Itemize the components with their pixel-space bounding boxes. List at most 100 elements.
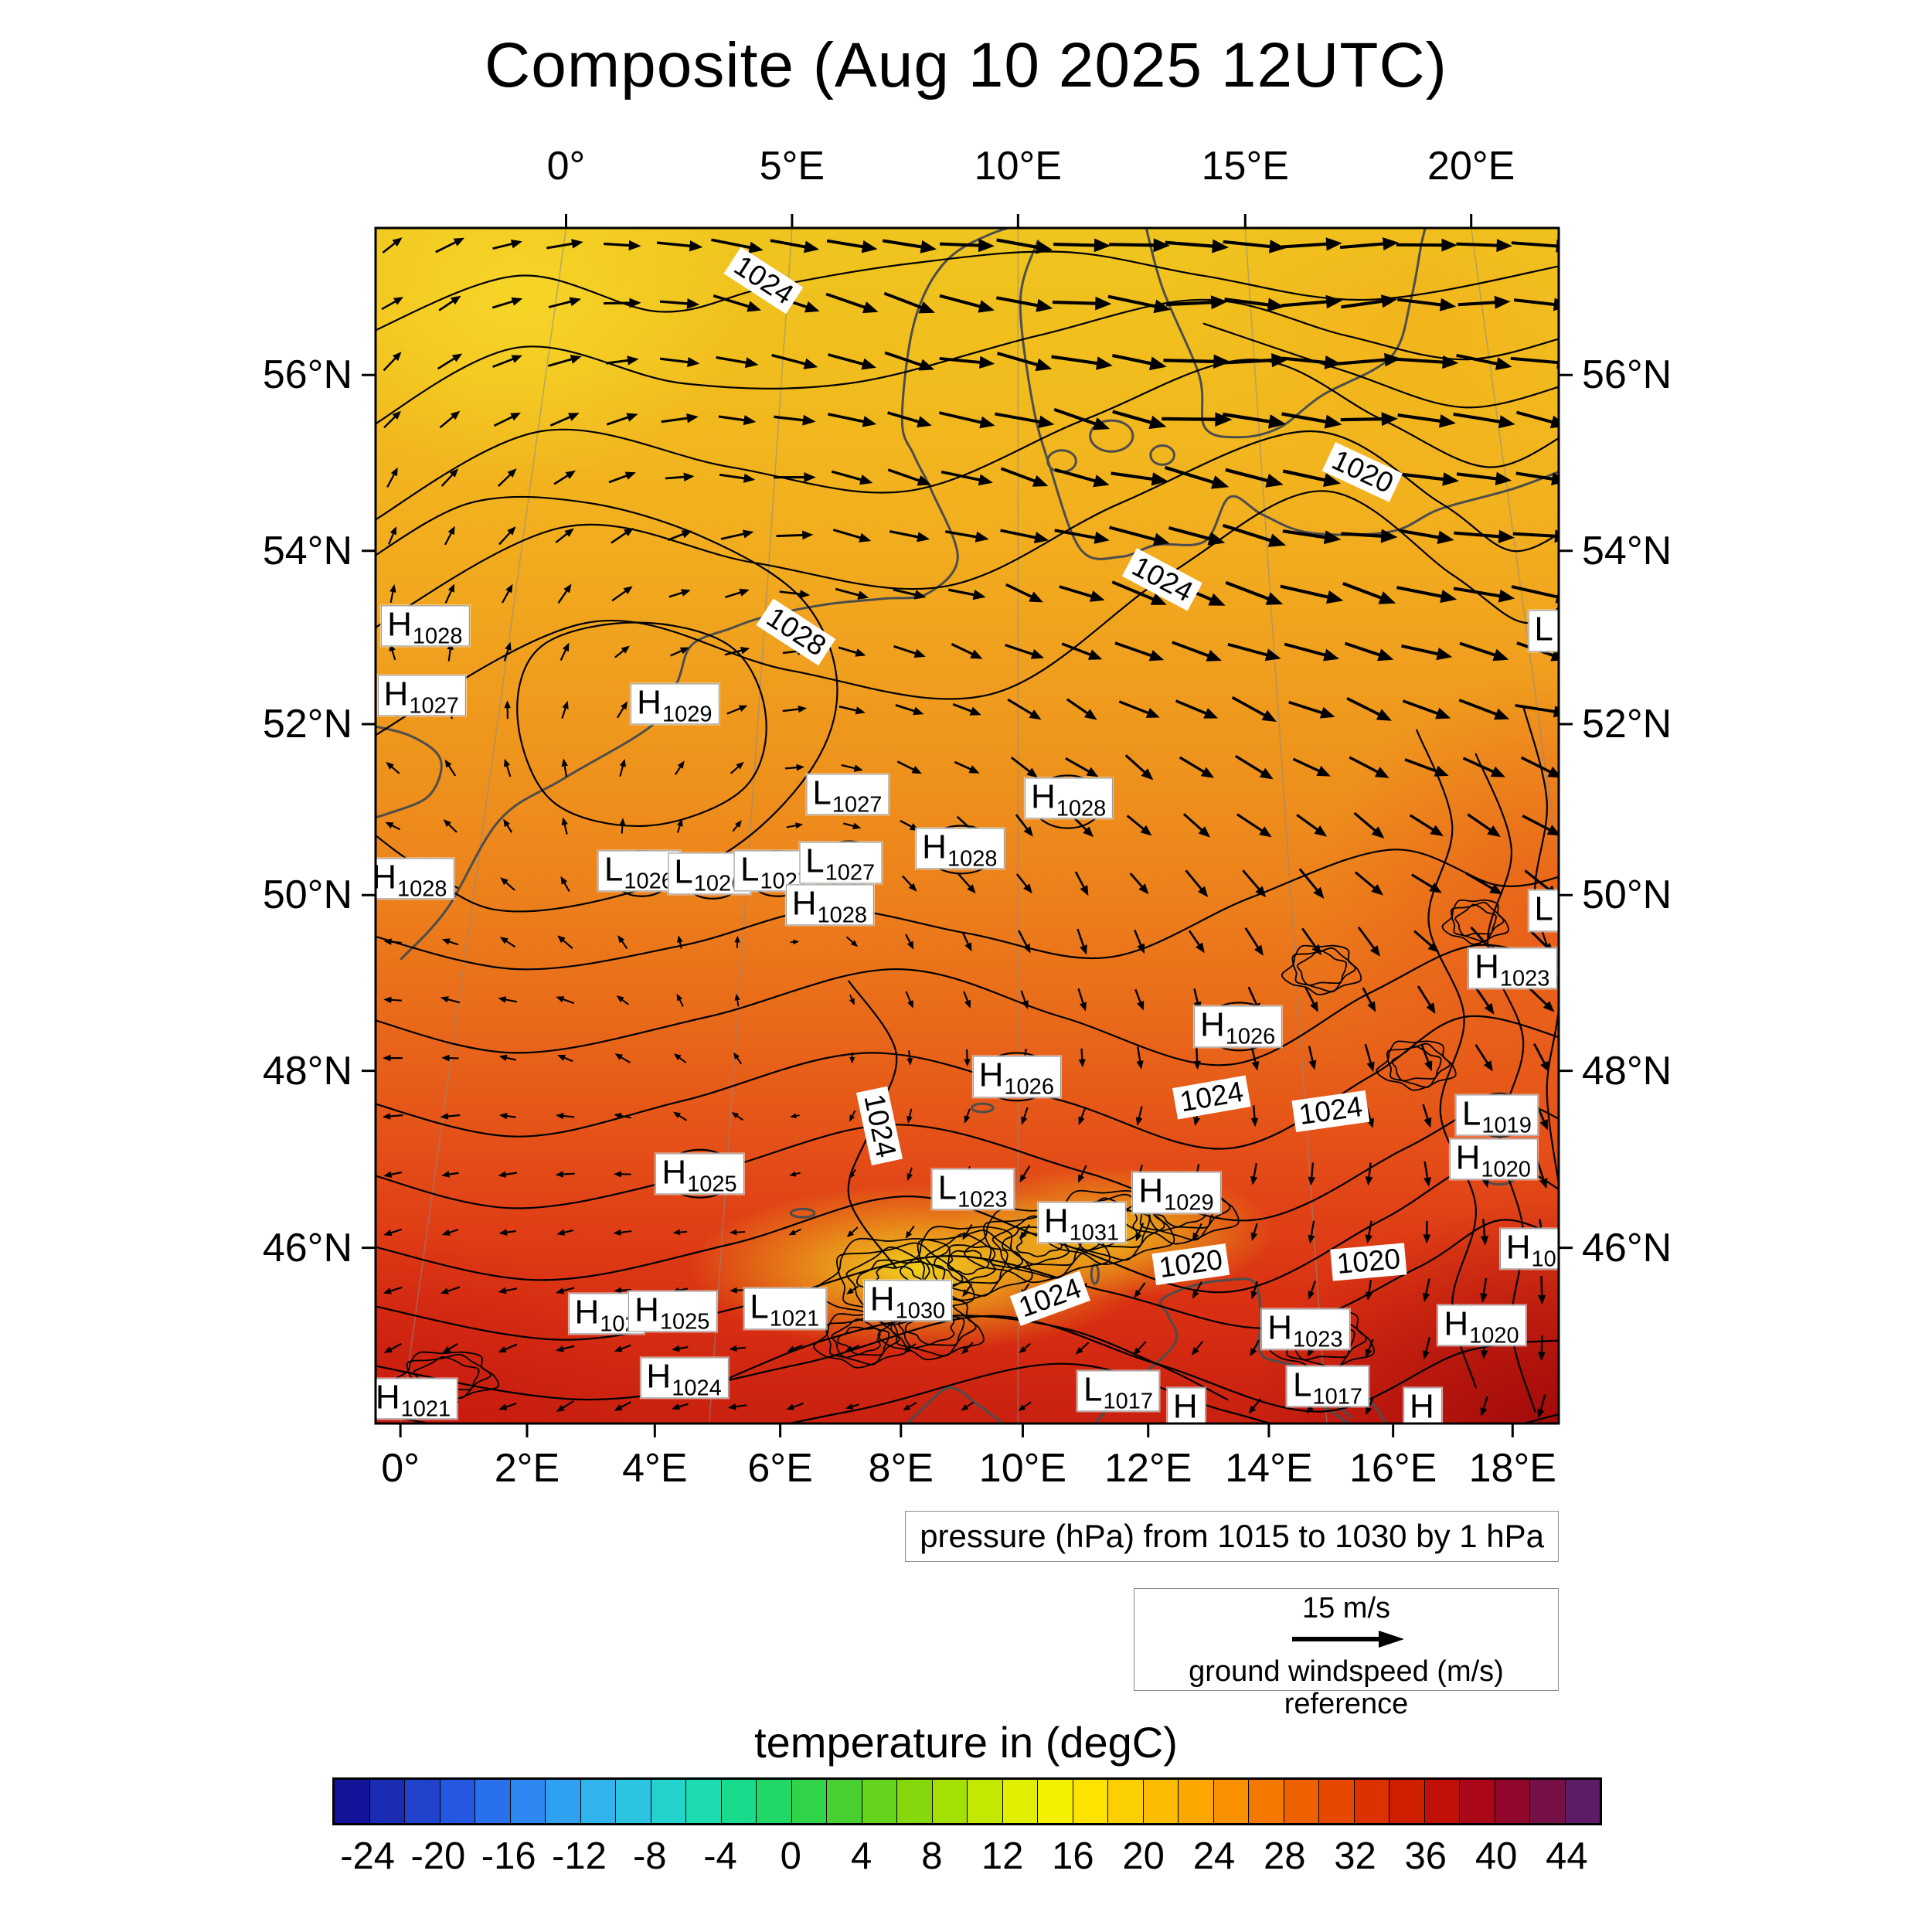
colorbar-tick-label: -16 [481, 1835, 536, 1877]
pressure-center-high: H1029 [631, 683, 719, 726]
pressure-center-high: H1030 [863, 1280, 953, 1322]
isobar-value-label: 1024 [1291, 1090, 1370, 1133]
pressure-center-high: H1025 [655, 1153, 744, 1196]
top-lon-tick-label: 15°E [1201, 144, 1289, 189]
colorbar-tick-label: -12 [552, 1835, 607, 1877]
colorbar-segment [1143, 1780, 1179, 1823]
colorbar-segment [721, 1780, 757, 1823]
right-lat-tick-label: 46°N [1582, 1225, 1672, 1270]
bottom-lon-tick-label: 6°E [747, 1446, 813, 1491]
colorbar-tick-label: 44 [1546, 1835, 1588, 1877]
pressure-center-high: H1026 [1193, 1005, 1283, 1049]
colorbar-segment [862, 1780, 897, 1823]
pressure-center-low: L1023 [931, 1168, 1015, 1211]
colorbar-segment [932, 1780, 968, 1823]
pressure-center-high: H1027 [377, 675, 466, 718]
colorbar-segment [440, 1780, 475, 1823]
right-lat-tick-label: 54°N [1582, 528, 1672, 573]
pressure-center-low: L1021 [743, 1287, 827, 1331]
colorbar-segment [1389, 1780, 1425, 1823]
pressure-center-low: L1027 [806, 774, 889, 817]
colorbar-segment [1424, 1780, 1460, 1823]
bottom-lon-tick-label: 0° [381, 1446, 420, 1491]
pressure-note: pressure (hPa) from 1015 to 1030 by 1 hP… [905, 1511, 1559, 1562]
pressure-center-high: H [1166, 1387, 1206, 1423]
right-lat-tick-label: 48°N [1582, 1048, 1672, 1094]
colorbar-segment [1284, 1780, 1319, 1823]
top-lon-tick-label: 0° [546, 144, 586, 189]
chart-title: Composite (Aug 10 2025 12UTC) [485, 30, 1447, 100]
wind-legend-speed: 15 m/s [1301, 1592, 1391, 1624]
pressure-center-low: L1019 [1455, 1094, 1539, 1137]
colorbar-segment [1108, 1780, 1144, 1823]
pressure-center-high: H1023 [1468, 947, 1557, 990]
colorbar-tick-label: -20 [410, 1835, 466, 1877]
isobar-value-label: 1020 [1321, 441, 1403, 502]
bottom-lon-tick-label: 10°E [978, 1446, 1067, 1491]
colorbar-segment [475, 1780, 511, 1823]
pressure-center-low: L1017 [1286, 1366, 1369, 1409]
colorbar-tick-labels: -24 -20 -16 -12 -8 -4 0 4 8 12 16 20 24 28 32 36 40 44 [332, 1835, 1602, 1881]
colorbar-tick-label: 40 [1475, 1835, 1518, 1877]
colorbar-segment [369, 1780, 405, 1823]
colorbar-segment [791, 1780, 827, 1823]
colorbar-segment [1530, 1780, 1566, 1823]
isobar-value-label: 1024 [1009, 1270, 1090, 1326]
bottom-lon-tick-label: 2°E [494, 1446, 560, 1491]
wind-legend-box: 15 m/s ground windspeed (m/s) reference [1134, 1588, 1559, 1719]
colorbar-tick-label: 24 [1192, 1835, 1236, 1877]
pressure-center-high: H1026 [972, 1056, 1061, 1099]
bottom-lon-tick-label: 14°E [1225, 1446, 1313, 1491]
colorbar-tick-label: 20 [1122, 1835, 1165, 1877]
pressure-center-high: H1021 [376, 1377, 458, 1420]
pressure-center-high: H1031 [1037, 1202, 1127, 1245]
colorbar-segment [335, 1780, 370, 1823]
colorbar-segment [1213, 1780, 1249, 1823]
left-lat-tick-label: 56°N [262, 352, 352, 398]
pressure-center-high: H1028 [785, 884, 875, 927]
colorbar-segment [1460, 1780, 1495, 1823]
left-lat-tick-label: 46°N [262, 1225, 352, 1270]
pressure-center-high: H1028 [376, 857, 454, 900]
colorbar-tick-label: 12 [981, 1835, 1024, 1877]
colorbar-tick-label: 4 [850, 1835, 872, 1877]
colorbar-segment [1319, 1780, 1355, 1823]
colorbar-segment [405, 1780, 440, 1823]
colorbar-segment [757, 1780, 792, 1823]
colorbar-segment [897, 1780, 933, 1823]
colorbar-segment [686, 1780, 722, 1823]
pressure-annotation-layer: H1028 H1027 H1029 L1027 H1028 H1028 L1026 L1026… [376, 228, 1559, 1423]
isobar-value-label: 1020 [1329, 1243, 1407, 1281]
isobar-value-label: 1024 [856, 1086, 903, 1166]
pressure-center-high: H10 [1499, 1228, 1559, 1271]
wind-reference-arrow-icon [1134, 1625, 1558, 1656]
pressure-center-high: H1020 [1449, 1138, 1538, 1182]
left-lat-tick-label: 52°N [262, 702, 352, 747]
map-plot-area: H1028 H1027 H1029 L1027 H1028 H1028 L1026 L1026… [376, 228, 1559, 1423]
colorbar-title: temperature in (degC) [754, 1718, 1178, 1767]
colorbar-segment [827, 1780, 862, 1823]
colorbar-tick-label: -4 [703, 1835, 737, 1877]
temperature-colorbar [332, 1777, 1602, 1825]
pressure-center-high: H1024 [640, 1357, 729, 1400]
top-lon-tick-label: 5°E [759, 144, 825, 189]
wind-legend-caption: ground windspeed (m/s) reference [1189, 1655, 1504, 1720]
pressure-center-low: L [1528, 610, 1559, 651]
left-lat-tick-label: 48°N [262, 1048, 352, 1094]
bottom-lon-tick-label: 18°E [1468, 1446, 1556, 1491]
pressure-center-high: H1028 [381, 605, 470, 648]
colorbar-segment [1565, 1780, 1600, 1823]
colorbar-tick-label: 8 [921, 1835, 943, 1877]
right-lat-tick-label: 56°N [1582, 352, 1672, 398]
colorbar-tick-label: 36 [1404, 1835, 1447, 1877]
pressure-center-high: H [1403, 1387, 1442, 1423]
colorbar-segment [1073, 1780, 1108, 1823]
left-lat-tick-label: 50°N [262, 872, 352, 918]
pressure-center-low: L1017 [1077, 1370, 1160, 1413]
isobar-value-label: 1024 [723, 247, 804, 315]
colorbar-segment [968, 1780, 1003, 1823]
colorbar-segment [1002, 1780, 1038, 1823]
right-lat-tick-label: 52°N [1582, 702, 1672, 747]
colorbar-segment [580, 1780, 616, 1823]
